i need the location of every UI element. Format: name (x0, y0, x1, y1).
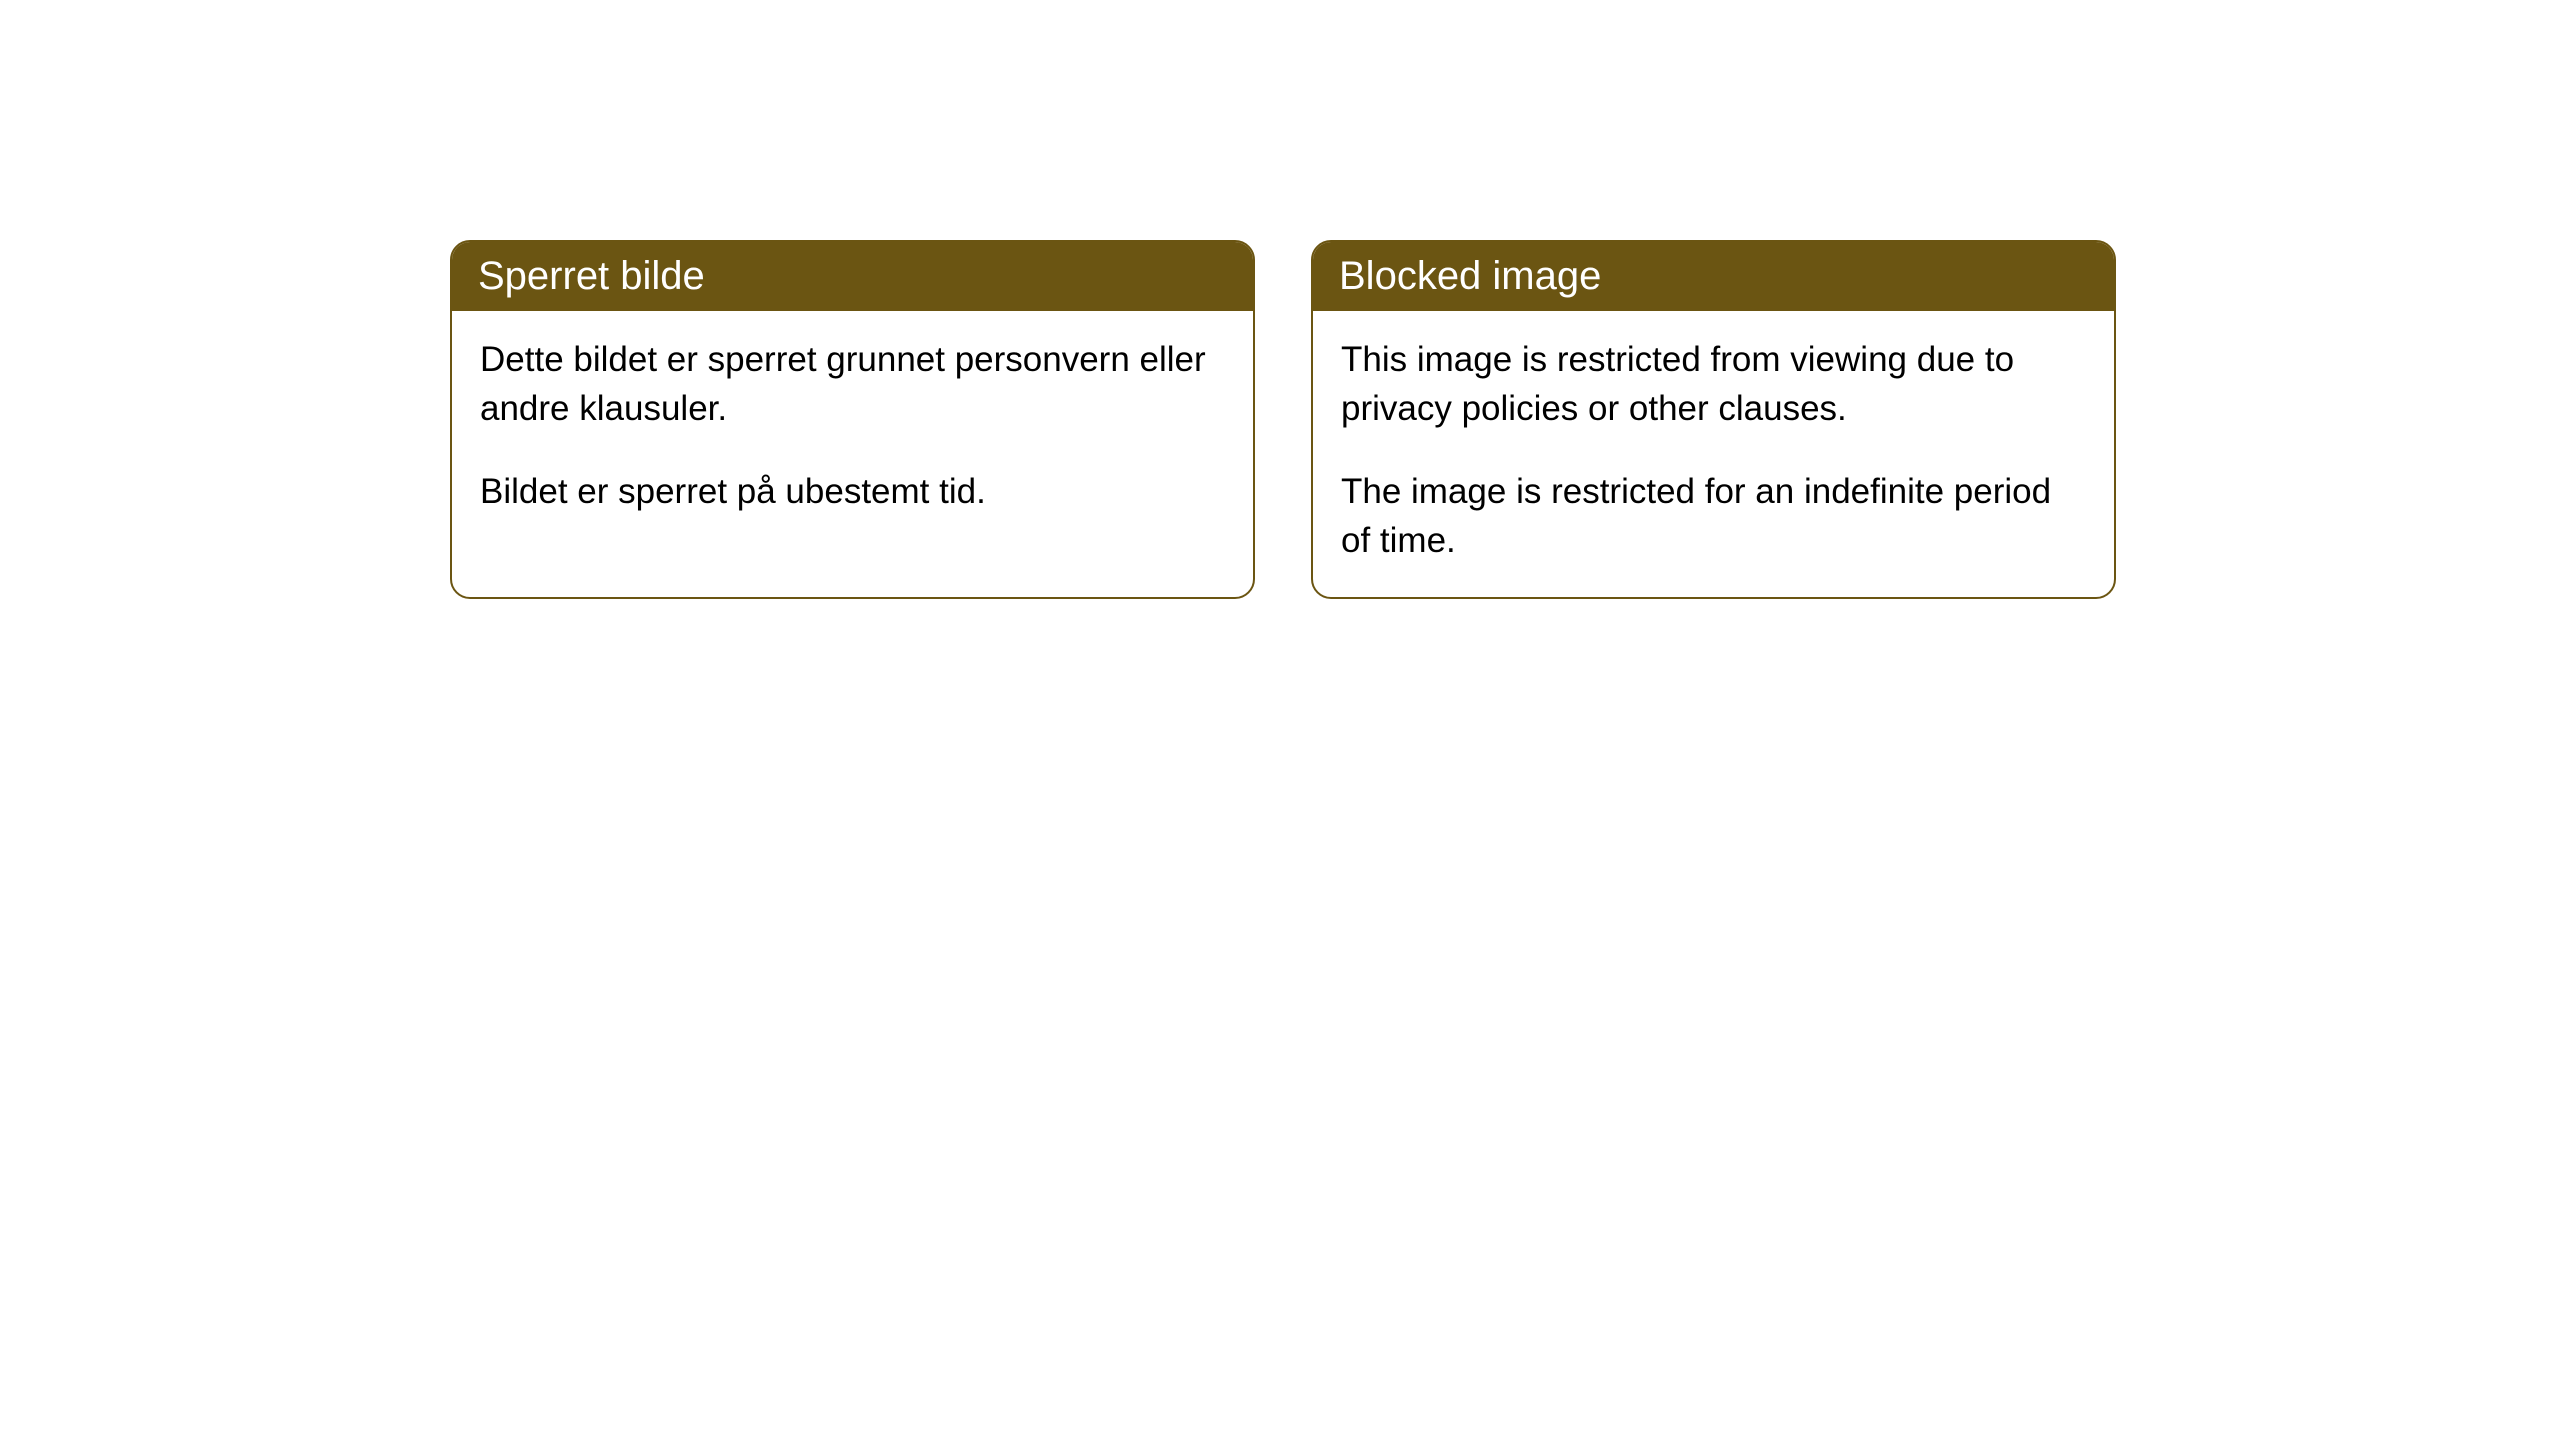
card-para2-english: The image is restricted for an indefinit… (1341, 467, 2086, 565)
card-para2-norwegian: Bildet er sperret på ubestemt tid. (480, 467, 1225, 516)
card-title-english: Blocked image (1339, 254, 1601, 298)
card-header-norwegian: Sperret bilde (452, 242, 1253, 311)
card-title-norwegian: Sperret bilde (478, 254, 705, 298)
card-english: Blocked image This image is restricted f… (1311, 240, 2116, 599)
card-norwegian: Sperret bilde Dette bildet er sperret gr… (450, 240, 1255, 599)
card-para1-norwegian: Dette bildet er sperret grunnet personve… (480, 335, 1225, 433)
card-header-english: Blocked image (1313, 242, 2114, 311)
card-body-norwegian: Dette bildet er sperret grunnet personve… (452, 311, 1253, 548)
card-body-english: This image is restricted from viewing du… (1313, 311, 2114, 597)
card-para1-english: This image is restricted from viewing du… (1341, 335, 2086, 433)
cards-container: Sperret bilde Dette bildet er sperret gr… (450, 240, 2116, 599)
